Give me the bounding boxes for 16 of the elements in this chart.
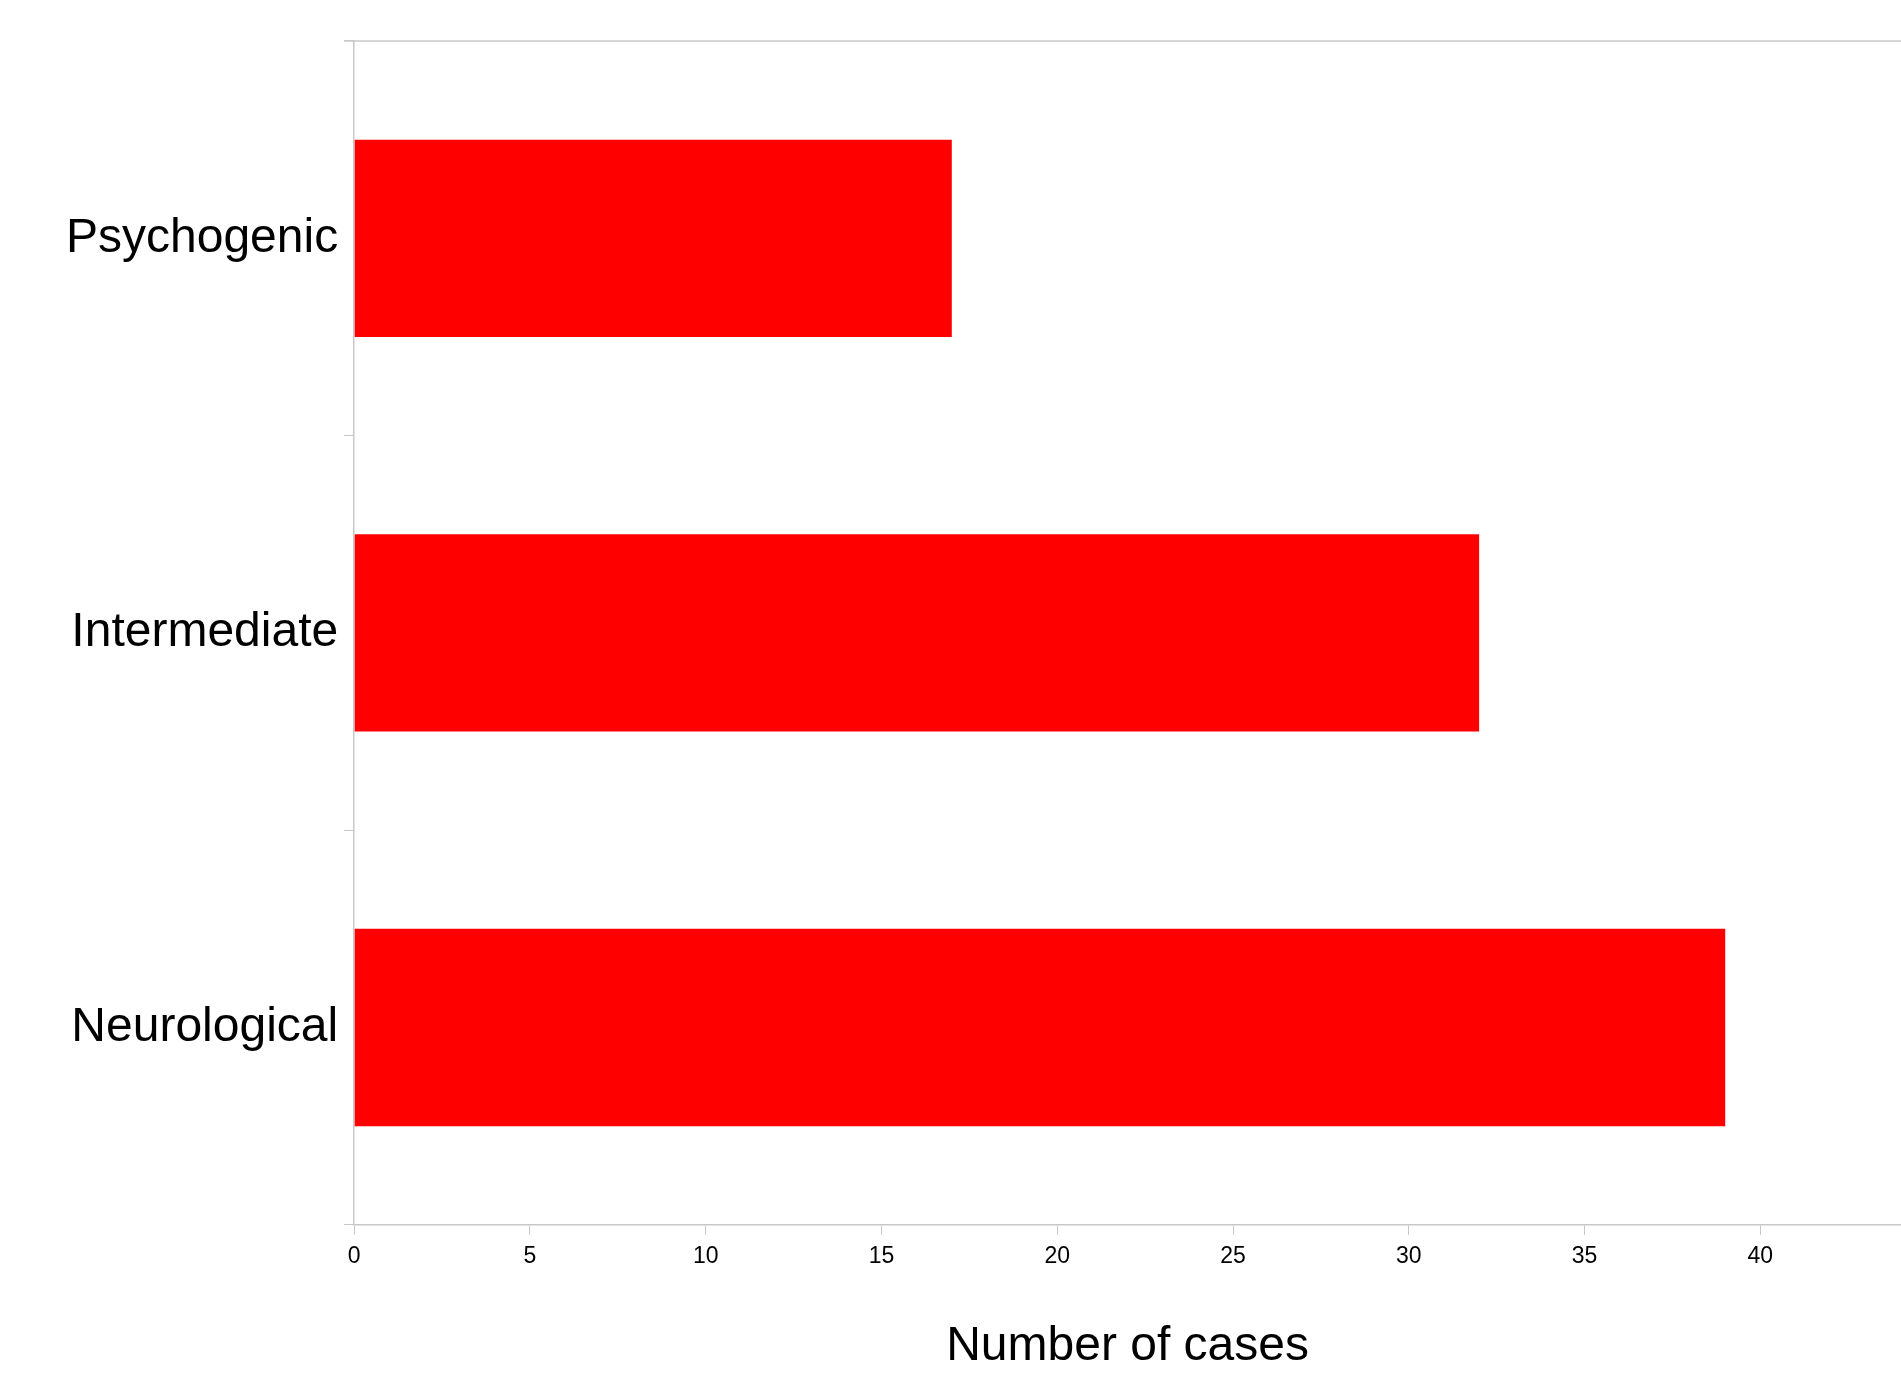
x-tick-label: 25 bbox=[1220, 1241, 1246, 1268]
bar bbox=[354, 928, 1726, 1127]
x-tick-label: 10 bbox=[692, 1241, 719, 1268]
x-tick-label: 0 bbox=[347, 1241, 361, 1268]
bar bbox=[354, 139, 952, 337]
x-tick-label: 30 bbox=[1396, 1241, 1422, 1268]
y-tick-label: Neurological bbox=[71, 997, 339, 1051]
x-tick-label: 40 bbox=[1747, 1241, 1774, 1268]
x-tick-label: 15 bbox=[868, 1241, 895, 1268]
x-axis-title: Number of cases bbox=[946, 1317, 1309, 1371]
x-tick-label: 5 bbox=[523, 1241, 537, 1268]
x-tick-label: 20 bbox=[1044, 1241, 1071, 1268]
y-tick-label: Psychogenic bbox=[66, 208, 339, 262]
y-tick-label: Intermediate bbox=[71, 603, 339, 657]
bar bbox=[354, 534, 1480, 732]
x-tick-label: 35 bbox=[1571, 1241, 1598, 1268]
